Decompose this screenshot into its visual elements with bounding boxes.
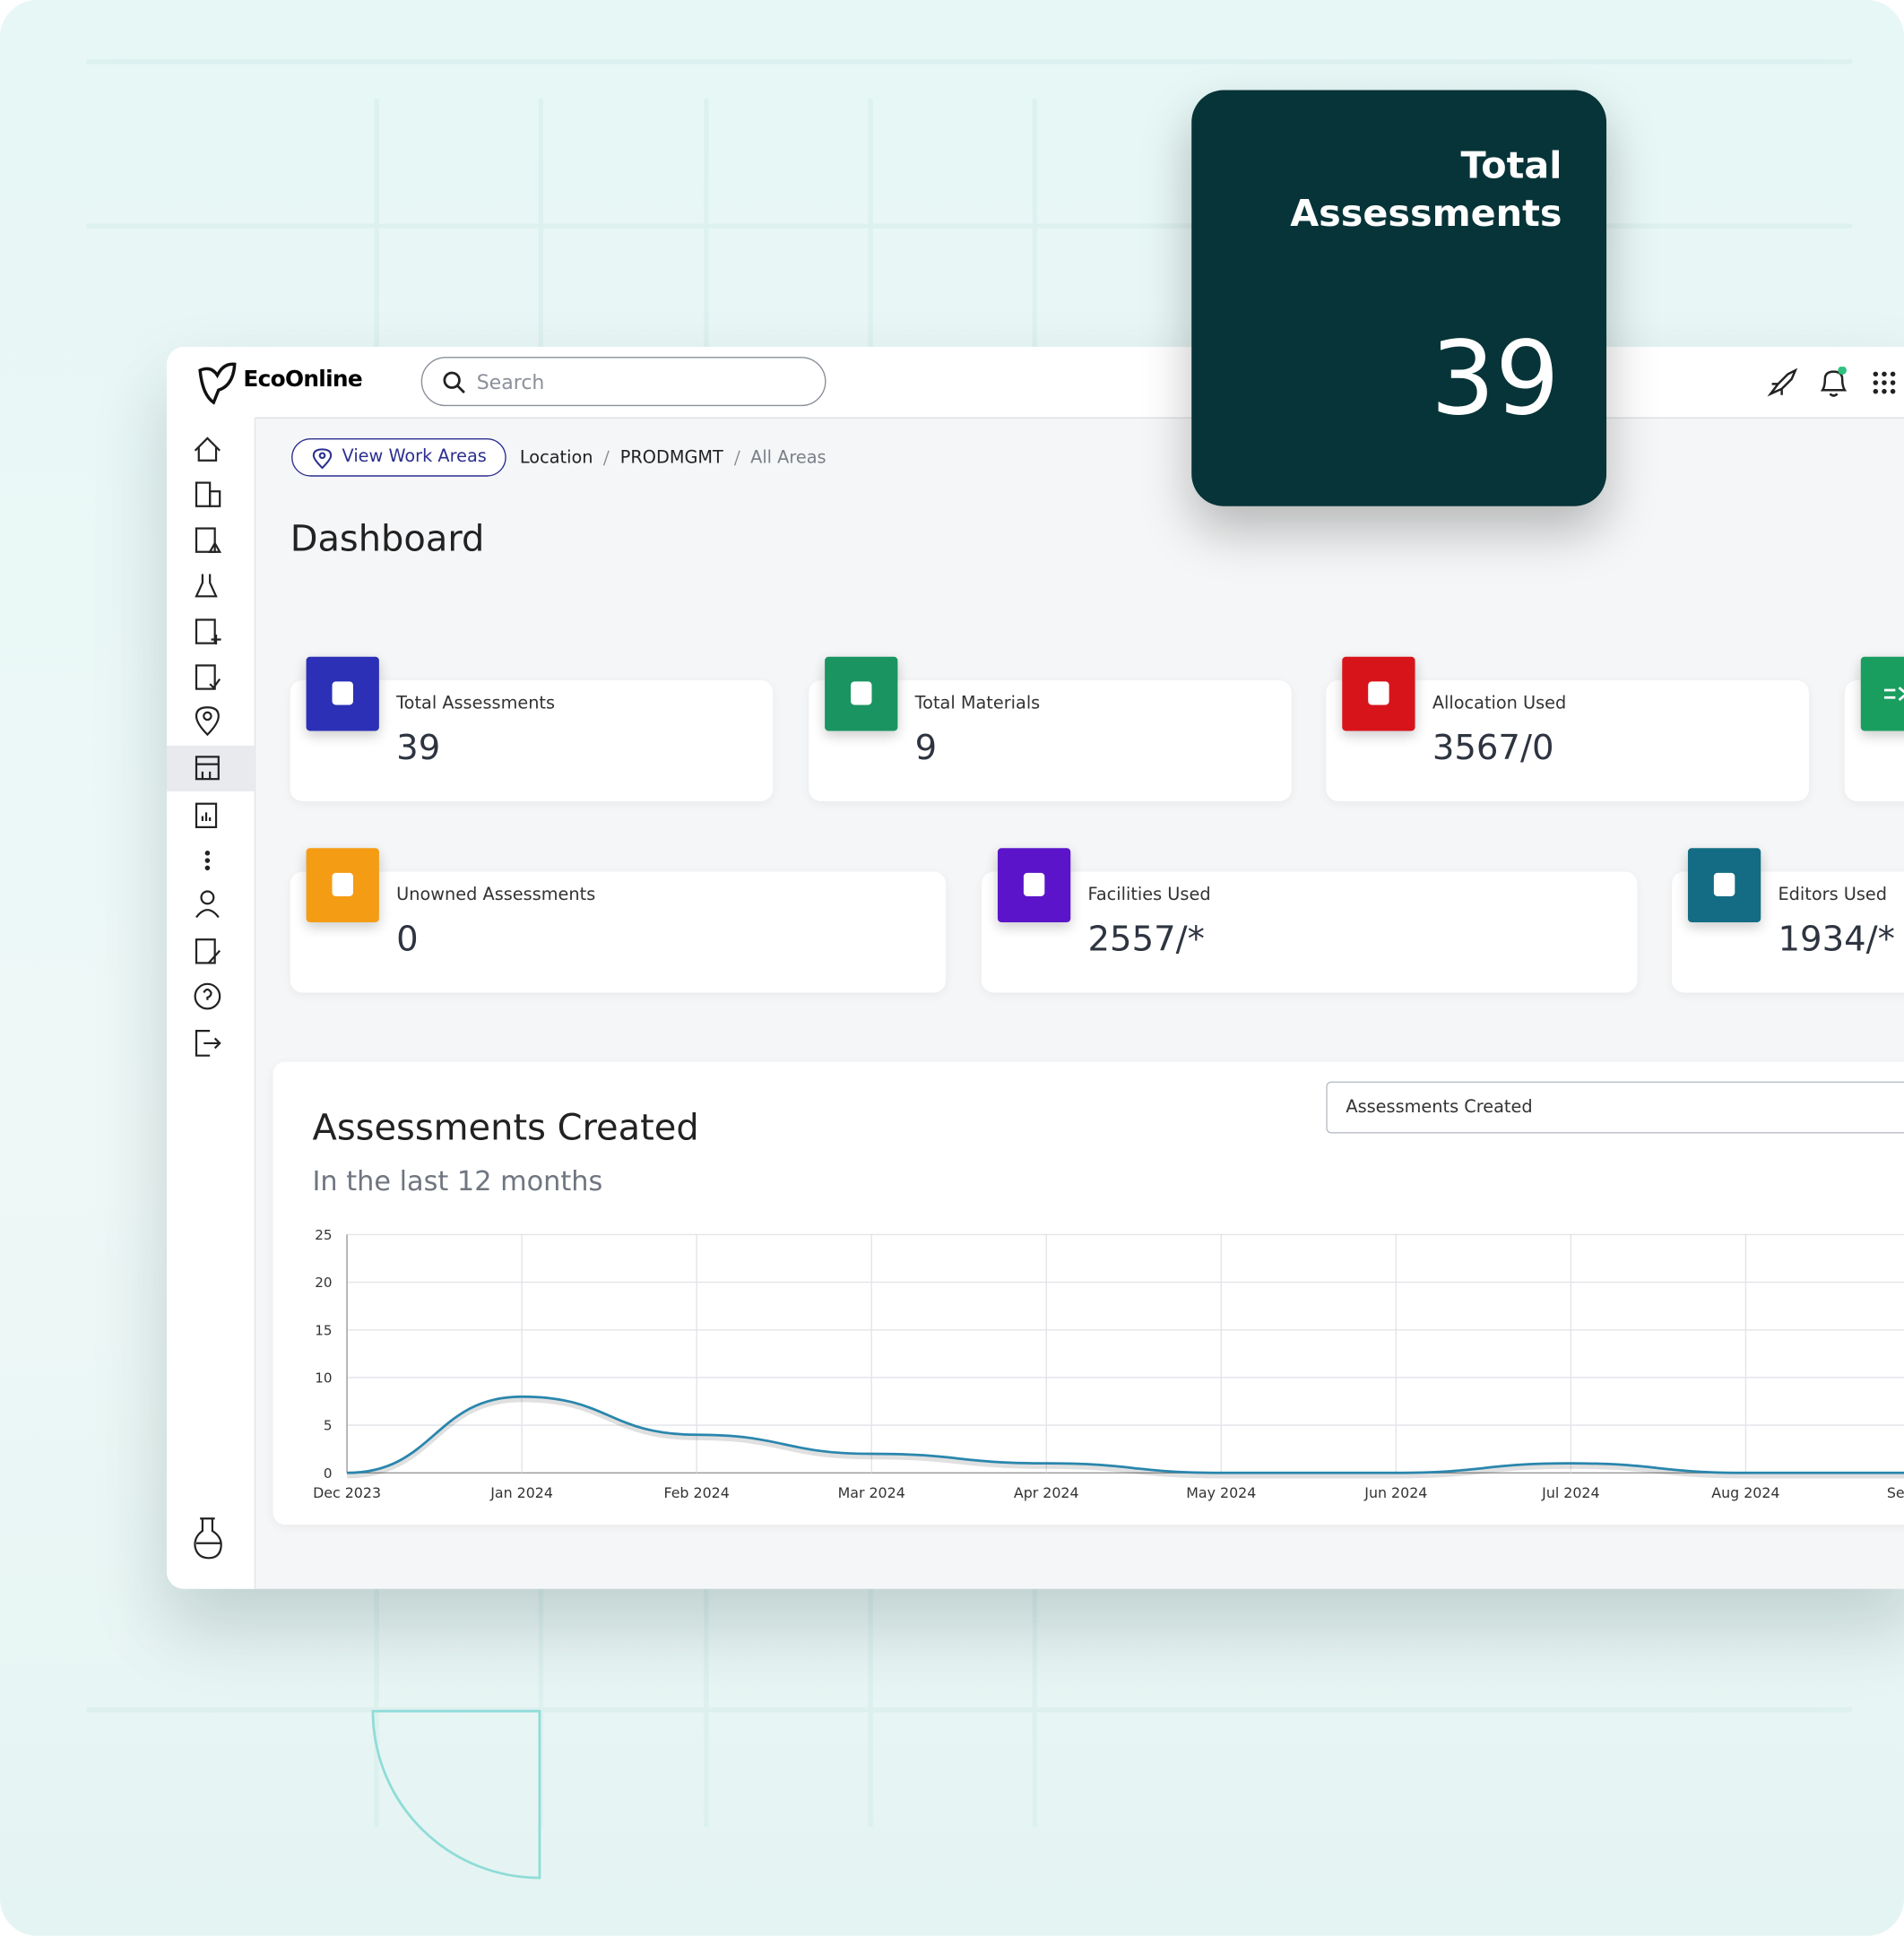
view-work-areas-button[interactable]: View Work Areas: [291, 437, 506, 477]
stat-value: 39: [396, 727, 441, 768]
x-tick-label: Apr 2024: [1014, 1484, 1079, 1501]
x-tick-label: Jan 2024: [489, 1484, 553, 1501]
search-placeholder: Search: [476, 370, 545, 394]
stat-icon: [1860, 656, 1904, 731]
stat-icon: [825, 656, 898, 731]
stat-icon: [1342, 656, 1415, 731]
stat-value: 2557/*: [1087, 918, 1205, 960]
nav-icons[interactable]: [192, 432, 229, 1589]
app-window: EcoOnline Search View Work Areas Locatio…: [166, 347, 1904, 1589]
stat-label: Unowned Assessments: [396, 885, 596, 905]
stat-icon: [306, 656, 379, 731]
x-tick-label: Sep 2024: [1887, 1484, 1904, 1501]
line-shadow: [347, 1396, 1904, 1479]
x-tick-label: Dec 2023: [313, 1484, 381, 1501]
stat-icon: [306, 848, 379, 922]
floating-card: Total Assessments 39: [1191, 90, 1607, 506]
x-tick-label: Feb 2024: [663, 1484, 729, 1501]
chart-selector[interactable]: Assessments Created: [1326, 1081, 1904, 1134]
breadcrumb: Location PRODMGMT All Areas: [520, 448, 827, 468]
top-bar: EcoOnline Search: [166, 347, 1904, 419]
y-tick-label: 20: [315, 1275, 332, 1291]
search-box[interactable]: Search: [420, 357, 827, 407]
icon-glyph: [332, 681, 353, 705]
breadcrumb-item[interactable]: Location: [519, 448, 593, 469]
sidebar: [166, 417, 256, 1589]
button-label: View Work Areas: [342, 446, 487, 467]
y-tick-label: 25: [315, 1227, 332, 1243]
y-tick-label: 0: [324, 1465, 333, 1482]
x-tick-label: Aug 2024: [1711, 1484, 1779, 1501]
brand: EcoOnline: [243, 367, 363, 393]
icon-glyph: [332, 872, 353, 897]
icon-glyph: [851, 681, 872, 705]
logo-icon: [198, 362, 237, 405]
stat-card: Facilities Used 2557/*: [982, 871, 1638, 993]
stat-label: Total Materials: [914, 694, 1041, 714]
data-line: [347, 1395, 1904, 1474]
page-title: Dashboard: [290, 517, 485, 559]
chart-title: Assessments Created: [312, 1106, 699, 1149]
y-tick-label: 15: [315, 1322, 332, 1338]
icon-glyph: [1368, 681, 1389, 705]
chart-panel: Assessments Created In the last 12 month…: [273, 1061, 1904, 1525]
breadcrumb-item: All Areas: [750, 448, 827, 469]
icon-glyph: [1713, 872, 1735, 897]
icon-glyph: [1023, 872, 1045, 897]
x-tick-label: May 2024: [1186, 1484, 1256, 1501]
stat-label: Editors Used: [1778, 885, 1888, 905]
stat-icon: [1687, 848, 1761, 922]
stat-icon: [997, 848, 1071, 922]
stat-label: Facilities Used: [1087, 885, 1211, 905]
icon-glyph: [1883, 687, 1904, 702]
line-chart: 0 5 10 15 20 25 Dec 2023 Jan 2024 Feb 2024 Mar 20…: [313, 1227, 1904, 1501]
stat-label: Allocation Used: [1432, 694, 1567, 714]
stat-value: 3567/0: [1432, 727, 1554, 768]
floating-card-value: 39: [1430, 321, 1560, 438]
stat-value: 0: [396, 918, 419, 960]
stat-value: 1934/*: [1778, 918, 1895, 960]
breadcrumb-item[interactable]: PRODMGMT: [619, 448, 723, 469]
y-tick-label: 10: [315, 1370, 332, 1386]
separator: [733, 450, 740, 466]
x-tick-label: Jun 2024: [1363, 1484, 1427, 1501]
floating-card-title: Total Assessments: [1290, 144, 1562, 237]
search-icon: [443, 371, 465, 393]
separator: [603, 450, 610, 466]
y-tick-label: 5: [324, 1418, 333, 1434]
stat-value: 9: [914, 727, 938, 768]
x-tick-label: Jul 2024: [1541, 1484, 1599, 1501]
top-icons: [1767, 367, 1896, 397]
active-nav: [166, 745, 255, 791]
chart-subtitle: In the last 12 months: [312, 1166, 603, 1198]
stat-label: Total Assessments: [396, 694, 556, 714]
pin-icon: [312, 448, 333, 470]
stat-card: Unowned Assessments 0: [290, 871, 947, 993]
x-tick-label: Mar 2024: [838, 1484, 905, 1501]
